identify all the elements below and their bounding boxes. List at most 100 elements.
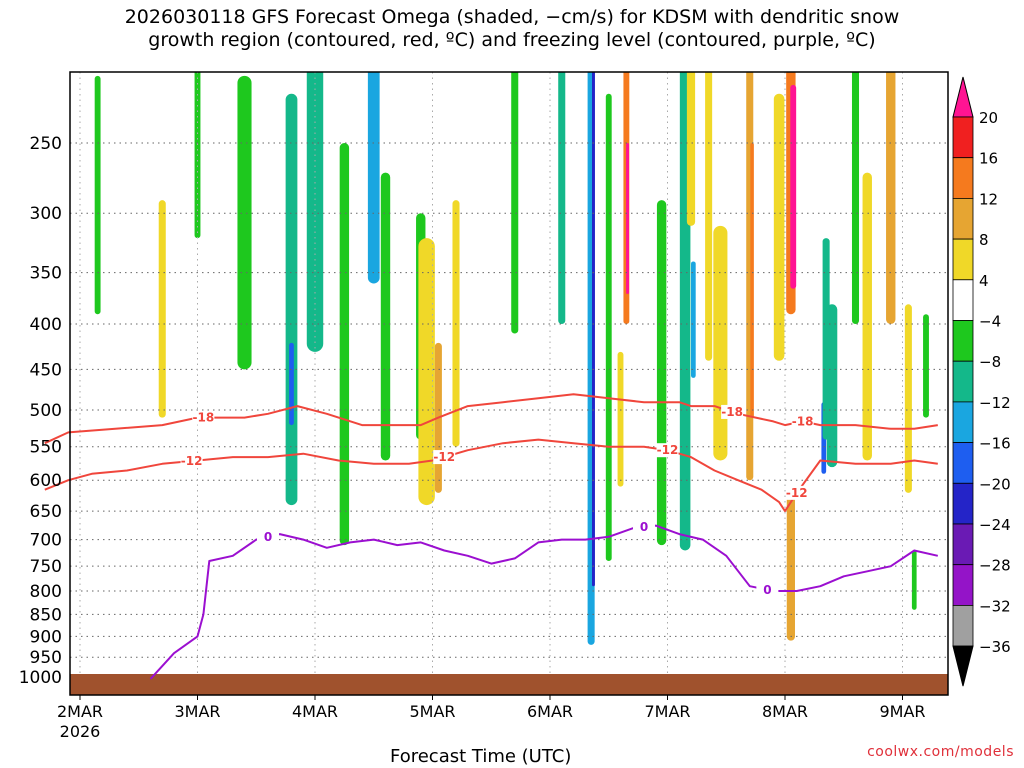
omega-patch: [904, 304, 912, 493]
colorbar-bin: [952, 564, 974, 606]
contour-label-bg: [791, 414, 814, 429]
colorbar-label: −16: [979, 435, 1011, 453]
colorbar-label: −28: [979, 557, 1011, 575]
colorbar-label: 20: [979, 109, 998, 127]
y-tick-label: 950: [30, 648, 62, 668]
omega-patch: [786, 486, 795, 641]
contour-label-bg: [656, 443, 679, 458]
colorbar-bin: [952, 523, 974, 566]
omega-patch: [713, 225, 728, 461]
title-line-2: growth region (contoured, red, ºC) and f…: [148, 29, 876, 51]
contour-label: 0: [640, 520, 648, 534]
site-credit: coolwx.com/models: [867, 744, 1014, 760]
omega-patch: [790, 84, 797, 289]
contour-label: -12: [181, 454, 203, 468]
omega-patch: [656, 200, 667, 546]
x-tick-label: 5MAR: [409, 702, 455, 721]
omega-patch: [511, 72, 519, 334]
y-tick-label: 600: [30, 471, 62, 491]
x-tick-label: 3MAR: [174, 702, 220, 721]
x-tick-label: 6MAR: [527, 702, 573, 721]
y-tick-label: 250: [30, 134, 62, 154]
temperature-contours: -18 -18 -18 -12 -12 -12 -12 0 0 0: [44, 393, 939, 680]
contour-label-bg: [721, 404, 744, 419]
contour-label: -18: [721, 405, 743, 419]
omega-patch: [452, 200, 460, 447]
colorbar-label: −36: [979, 638, 1011, 656]
colorbar: 20 16 12 8 4 −4 −8 −12 −16 −20 −24 −28 −32 −36: [952, 76, 1011, 687]
y-axis: 2503003504004505005506006507007508008509…: [19, 134, 62, 688]
ground-fill: [70, 674, 948, 695]
omega-patch: [592, 72, 595, 587]
omega-patch: [617, 351, 624, 487]
contour-label-bg: [633, 520, 655, 535]
y-tick-label: 1000: [19, 668, 62, 688]
contour-label-bg: [257, 529, 279, 544]
colorbar-label: 16: [979, 150, 998, 168]
x-tick-label: 4MAR: [292, 702, 338, 721]
title-line-1: 2026030118 GFS Forecast Omega (shaded, −…: [124, 6, 900, 28]
contour-label-bg: [433, 450, 456, 465]
contour-label: 0: [264, 530, 272, 544]
omega-patch: [418, 238, 435, 506]
colorbar-bin: [952, 157, 974, 199]
omega-patch: [886, 72, 896, 325]
contour-label-bg: [785, 485, 808, 500]
colorbar-bin: [952, 238, 974, 281]
y-tick-label: 400: [30, 315, 62, 335]
omega-patch: [558, 72, 566, 325]
contour-label: -12: [433, 450, 455, 464]
omega-patch: [705, 72, 713, 361]
colorbar-top-arrow: [952, 76, 974, 118]
colorbar-label: −8: [979, 353, 1001, 371]
y-tick-label: 550: [30, 438, 62, 458]
colorbar-label: 12: [979, 190, 998, 208]
contour-line: [149, 524, 939, 680]
omega-patch: [923, 314, 929, 418]
omega-patch: [54, 261, 59, 453]
colorbar-label: 8: [979, 231, 989, 249]
omega-patch: [158, 200, 166, 418]
ground-surface: [70, 674, 948, 695]
chart-title: 2026030118 GFS Forecast Omega (shaded, −…: [0, 6, 1024, 52]
colorbar-bin: [952, 442, 974, 484]
contour-label-bg: [180, 454, 203, 469]
omega-patch: [822, 238, 830, 440]
omega-patch: [380, 172, 391, 461]
x-tick-label: 2MAR: [57, 702, 103, 721]
contour-label: -12: [786, 486, 808, 500]
y-tick-label: 450: [30, 360, 62, 380]
colorbar-bin: [952, 401, 974, 443]
x-tick-label: 8MAR: [762, 702, 808, 721]
y-tick-label: 300: [30, 204, 62, 224]
y-tick-label: 850: [30, 605, 62, 625]
colorbar-bin: [952, 360, 974, 403]
x-tick-sublabel: 2026: [60, 722, 101, 741]
x-tick-label: 9MAR: [879, 702, 925, 721]
omega-patch: [773, 93, 785, 361]
colorbar-label: −32: [979, 597, 1011, 615]
colorbar-label: 4: [979, 272, 989, 290]
plot-frame: [69, 71, 949, 696]
y-tick-label: 350: [30, 264, 62, 284]
colorbar-bin: [952, 482, 974, 525]
omega-patch: [851, 72, 860, 325]
omega-patch: [94, 75, 101, 315]
x-axis-title: Forecast Time (UTC): [390, 746, 572, 767]
colorbar-label: −20: [979, 475, 1011, 493]
omega-patch: [691, 261, 696, 378]
omega-patch: [237, 75, 252, 370]
y-tick-label: 800: [30, 582, 62, 602]
omega-shading: [54, 72, 929, 645]
omega-patch: [367, 72, 380, 284]
colorbar-bin: [952, 279, 974, 321]
colorbar-label: −12: [979, 394, 1011, 412]
colorbar-bottom-arrow: [952, 645, 974, 687]
contour-label: -18: [193, 411, 215, 425]
y-tick-label: 650: [30, 502, 62, 522]
omega-patch: [686, 72, 696, 226]
contour-label: 0: [763, 583, 771, 597]
grid-lines: [70, 72, 948, 695]
